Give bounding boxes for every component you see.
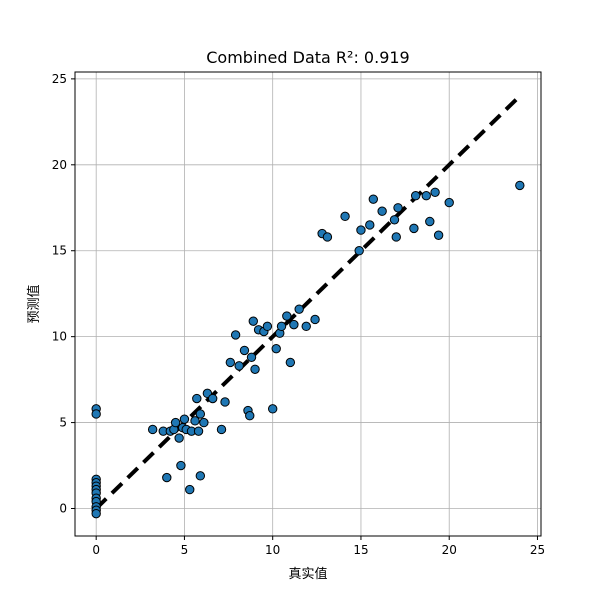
data-point <box>207 393 218 404</box>
x-tick-label: 10 <box>265 543 280 557</box>
y-tick-label: 20 <box>52 158 67 172</box>
data-point <box>190 416 200 426</box>
data-point <box>430 187 440 197</box>
data-point <box>230 330 241 340</box>
data-point <box>515 180 525 191</box>
data-point <box>234 361 244 371</box>
data-point <box>195 471 206 481</box>
data-point <box>425 216 435 227</box>
data-point <box>389 215 400 225</box>
data-point <box>147 424 158 435</box>
data-point <box>356 225 366 235</box>
data-point <box>170 417 181 428</box>
x-tick-label: 20 <box>442 543 457 557</box>
data-point <box>91 508 101 519</box>
data-point <box>276 321 287 332</box>
data-point <box>195 409 206 419</box>
data-point <box>282 311 292 321</box>
data-point <box>199 417 209 428</box>
data-point <box>409 223 419 234</box>
y-axis-label: 预测值 <box>26 284 42 323</box>
data-point <box>185 484 195 495</box>
data-point <box>294 304 304 314</box>
data-point <box>250 364 260 375</box>
data-point <box>285 357 296 368</box>
data-point <box>271 343 281 354</box>
data-point <box>310 314 320 325</box>
y-tick-label: 0 <box>59 502 67 516</box>
data-point <box>421 191 431 201</box>
data-point <box>216 424 227 435</box>
data-point <box>262 321 273 332</box>
grid-lines <box>75 72 541 536</box>
data-point <box>393 203 403 213</box>
data-point <box>301 321 311 332</box>
data-point <box>365 220 375 230</box>
data-point <box>225 357 236 368</box>
y-tick-label: 5 <box>59 416 67 430</box>
chart-title: Combined Data R²: 0.919 <box>206 48 409 67</box>
data-points <box>91 180 525 519</box>
x-tick-label: 15 <box>353 543 368 557</box>
data-point <box>368 194 379 204</box>
data-point <box>410 191 421 201</box>
data-point <box>433 230 444 240</box>
data-point <box>193 426 204 436</box>
x-tick-label: 0 <box>92 543 100 557</box>
x-tick-label: 5 <box>181 543 189 557</box>
data-point <box>162 472 172 483</box>
data-point <box>192 393 202 404</box>
y-tick-label: 15 <box>52 244 67 258</box>
x-tick-label: 25 <box>530 543 545 557</box>
reference-line <box>94 94 522 510</box>
data-point <box>248 316 258 326</box>
y-tick-label: 10 <box>52 330 67 344</box>
data-point <box>91 409 101 419</box>
data-point <box>444 197 454 208</box>
y-axis-ticks: 0 5 10 15 20 25 <box>52 72 75 516</box>
data-point <box>176 460 186 471</box>
data-point <box>391 232 401 242</box>
data-point <box>220 397 230 407</box>
reference-line-group <box>94 94 522 510</box>
data-point <box>179 414 190 424</box>
data-point <box>289 319 299 330</box>
data-point <box>239 345 250 356</box>
data-point <box>246 352 257 362</box>
x-axis-label: 真实值 <box>288 566 327 582</box>
plot-frame <box>74 71 542 537</box>
data-point <box>377 206 387 216</box>
data-point <box>340 211 350 222</box>
data-point <box>267 404 278 414</box>
data-point <box>322 232 333 242</box>
y-tick-label: 25 <box>52 72 67 86</box>
data-point <box>354 246 364 256</box>
data-point <box>245 411 255 421</box>
x-axis-ticks: 0 5 10 15 20 25 <box>92 536 545 557</box>
data-point <box>174 433 184 443</box>
